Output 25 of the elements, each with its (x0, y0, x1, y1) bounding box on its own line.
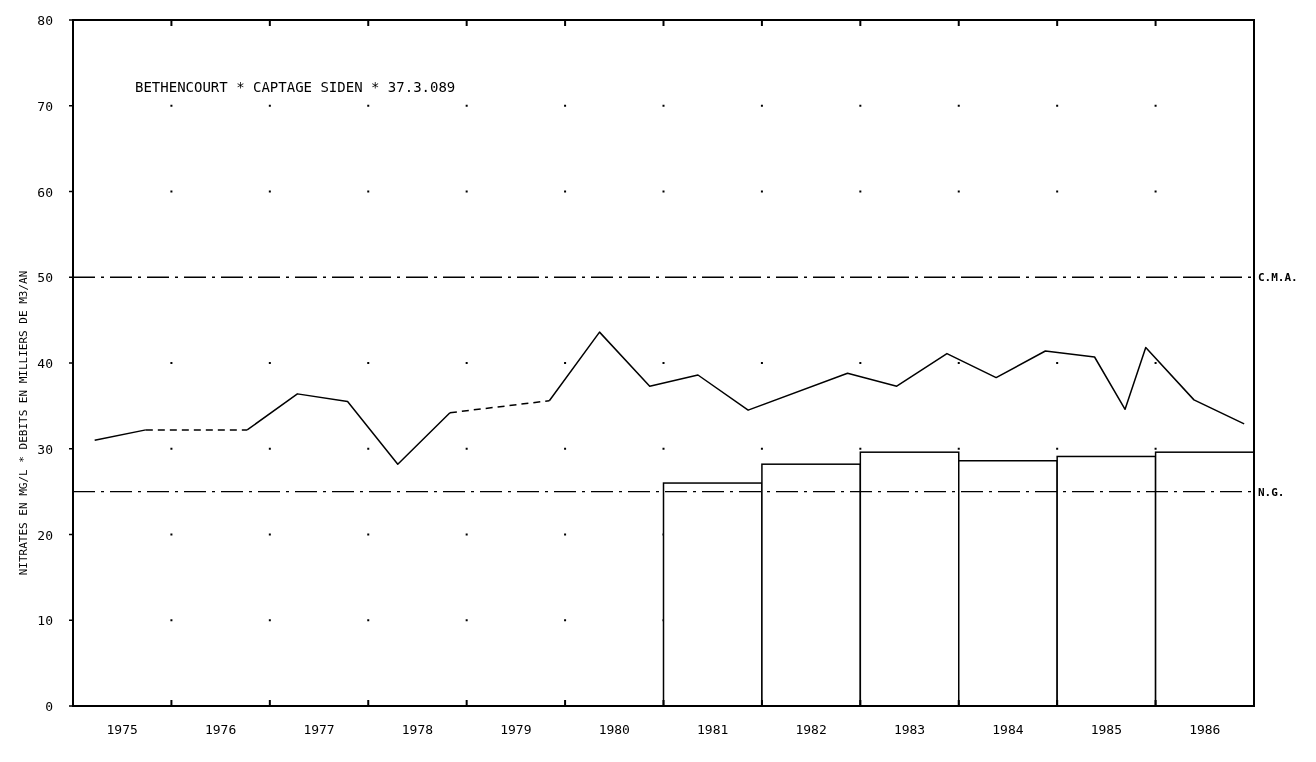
y-tick-label: 20 (37, 527, 53, 543)
y-tick-label: 40 (37, 356, 53, 371)
y-tick-label: 30 (37, 441, 53, 457)
x-tick-label: 1981 (697, 722, 729, 737)
y-tick-label: 50 (37, 270, 53, 286)
ref-line-label: C.M.A. (1258, 271, 1298, 285)
y-axis-title: NITRATES EN MG/L * DEBITS EN MILLIERS DE M3/AN (17, 270, 30, 576)
y-tick-label: 70 (37, 98, 53, 114)
ref-line-label: N.G. (1258, 485, 1285, 499)
x-tick-label: 1977 (303, 722, 335, 737)
x-tick-label: 1976 (204, 722, 237, 737)
y-tick-label: 0 (45, 699, 53, 714)
x-tick-label: 1985 (1090, 722, 1123, 737)
text: BETHENCOURT * CAPTAGE SIDEN * 37.3.089 (135, 79, 456, 95)
y-tick-label: 10 (37, 613, 53, 629)
y-tick-label: 60 (37, 184, 53, 200)
x-tick-label: 1975 (106, 722, 138, 737)
x-tick-label: 1980 (598, 722, 630, 737)
x-tick-label: 1979 (500, 722, 532, 737)
y-tick-label: 80 (37, 13, 53, 28)
x-tick-label: 1986 (1189, 722, 1221, 737)
x-tick-label: 1984 (992, 722, 1024, 737)
x-tick-label: 1982 (795, 722, 827, 737)
x-tick-label: 1978 (401, 722, 434, 737)
x-tick-label: 1983 (893, 722, 926, 737)
